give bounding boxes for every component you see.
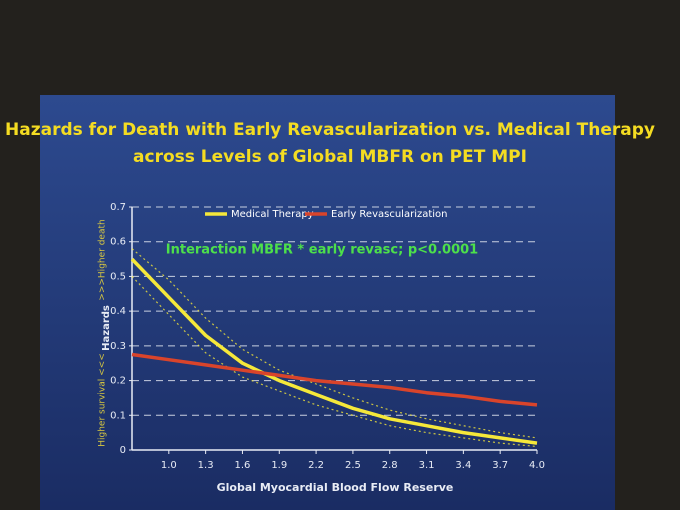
x-tick-label: 1.0	[161, 460, 177, 471]
x-tick-label: 3.1	[419, 460, 435, 471]
ci-band	[131, 248, 538, 439]
y-tick-label: 0.3	[110, 341, 126, 352]
x-tick-label: 1.6	[235, 460, 251, 471]
x-tick-label: 2.5	[345, 460, 361, 471]
x-tick-label: 2.2	[308, 460, 324, 471]
x-axis-label: Global Myocardial Blood Flow Reserve	[217, 481, 454, 494]
y-tick-label: 0.7	[110, 202, 126, 213]
y-tick-label: 0.6	[110, 237, 126, 248]
chart-subtitle: across Levels of Global MBFR on PET MPI	[133, 147, 527, 167]
y-label-bottom: Higher survival <<<	[98, 353, 108, 447]
y-label-top: >>>Higher death	[98, 219, 108, 300]
x-tick-label: 3.7	[492, 460, 508, 471]
y-tick-label: 0.2	[110, 376, 126, 387]
x-tick-label: 4.0	[529, 460, 545, 471]
y-axis-label: Hazards	[101, 305, 112, 351]
x-tick-label: 1.3	[198, 460, 214, 471]
chart-title: Hazards for Death with Early Revasculari…	[5, 120, 655, 140]
x-tick-label: 3.4	[455, 460, 471, 471]
legend-label: Early Revascularization	[331, 209, 448, 220]
y-tick-label: 0.1	[110, 410, 126, 421]
series-line	[131, 352, 538, 407]
x-tick-label: 1.9	[271, 460, 287, 471]
ci-band	[131, 275, 538, 448]
y-tick-label: 0	[120, 445, 126, 456]
series-line	[130, 257, 538, 445]
y-tick-label: 0.5	[110, 271, 126, 282]
x-tick-label: 2.8	[382, 460, 398, 471]
annotation: Interaction MBFR * early revasc; p<0.000…	[166, 243, 478, 258]
legend-label: Medical Therapy	[231, 209, 314, 220]
y-tick-label: 0.4	[110, 306, 126, 317]
